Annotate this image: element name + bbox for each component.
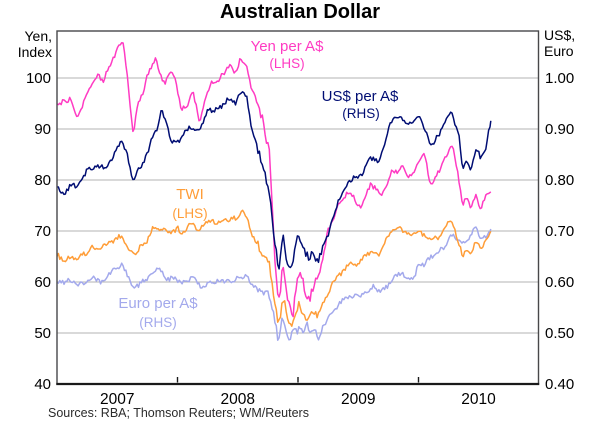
x-axis-year-label: 2009 <box>341 391 375 408</box>
series-line-usd_per_aud <box>57 91 492 270</box>
chart-title: Australian Dollar <box>219 1 381 23</box>
left-axis-tick-label: 90 <box>34 121 51 138</box>
left-axis-header-line1: Yen, <box>24 28 52 44</box>
series-sublabel-usd_per_aud: (RHS) <box>342 106 380 121</box>
series-label-euro_per_aud: Euro per A$ <box>118 295 198 312</box>
right-axis-header-line2: Euro <box>544 43 574 59</box>
series-line-yen_per_aud <box>57 41 492 318</box>
right-axis-tick-label: 0.50 <box>545 325 574 342</box>
left-axis-tick-label: 80 <box>34 172 51 189</box>
right-axis-tick-label: 0.60 <box>545 274 574 291</box>
series-label-yen_per_aud: Yen per A$ <box>251 38 325 55</box>
sources-note: Sources: RBA; Thomson Reuters; WM/Reuter… <box>48 406 309 420</box>
left-axis-header: Yen, Index <box>0 28 52 60</box>
series-line-twi <box>57 209 492 327</box>
series-sublabel-euro_per_aud: (RHS) <box>139 315 177 330</box>
right-axis-header-line1: US$, <box>544 27 576 43</box>
left-axis-tick-label: 100 <box>26 70 51 87</box>
right-axis-tick-label: 0.90 <box>545 121 574 138</box>
series-sublabel-twi: (LHS) <box>172 206 207 221</box>
x-axis-year-label: 2008 <box>221 391 255 408</box>
left-axis-tick-label: 50 <box>34 325 51 342</box>
right-axis-tick-label: 0.40 <box>545 376 574 393</box>
x-axis-year-label: 2010 <box>461 391 496 408</box>
left-axis-tick-label: 40 <box>34 376 51 393</box>
series-sublabel-yen_per_aud: (LHS) <box>269 56 304 71</box>
series-label-usd_per_aud: US$ per A$ <box>322 88 399 105</box>
series-line-euro_per_aud <box>57 226 492 341</box>
x-axis-year-label: 2007 <box>100 391 134 408</box>
right-axis-header: US$, Euro <box>544 27 600 59</box>
right-axis-tick-label: 1.00 <box>545 70 574 87</box>
left-axis-tick-label: 70 <box>34 223 51 240</box>
left-axis-header-line2: Index <box>17 44 52 60</box>
series-label-twi: TWI <box>176 186 204 203</box>
right-axis-tick-label: 0.70 <box>545 223 574 240</box>
right-axis-tick-label: 0.80 <box>545 172 574 189</box>
left-axis-tick-label: 60 <box>34 274 51 291</box>
